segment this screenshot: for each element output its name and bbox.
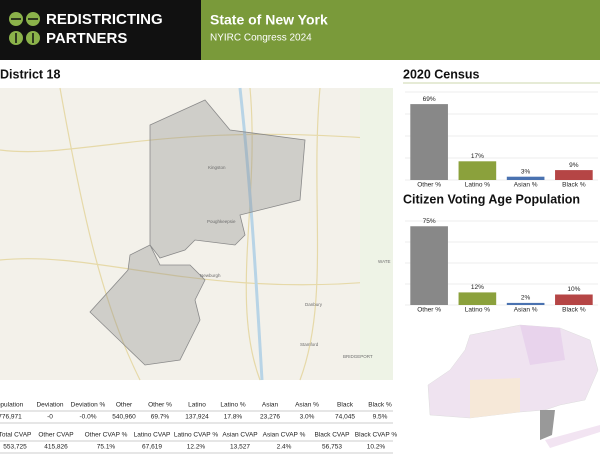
table-cell: -0 [47, 414, 53, 421]
logo-text: PARTNERS [46, 30, 127, 47]
map-label: Kingston [208, 165, 226, 170]
table-cell: 10.2% [367, 444, 386, 451]
table-header: Other CVAP [38, 432, 73, 439]
table-header: Black % [368, 402, 392, 409]
bar [410, 226, 448, 305]
table-cell: 137,924 [185, 414, 209, 421]
data-label: 9% [569, 162, 579, 169]
table-header: Deviation [36, 402, 63, 409]
table-cell: 2.4% [277, 444, 292, 451]
table-header: Asian [262, 402, 279, 409]
logo-icon [9, 12, 40, 45]
bar [458, 161, 497, 180]
header-title: State of New York [210, 12, 328, 28]
data-label: 75% [423, 218, 436, 225]
map-label: Danbury [305, 302, 323, 307]
data-label: 3% [521, 168, 531, 175]
table-cell: 17.8% [224, 414, 243, 421]
table-header: Other [116, 402, 133, 409]
x-tick-label: Other % [417, 307, 441, 314]
district-title: District 18 [0, 67, 60, 81]
table-header: Asian CVAP [222, 432, 257, 439]
table-cell: 74,045 [335, 414, 355, 421]
map-label: WATE [378, 259, 391, 264]
data-label: 69% [423, 96, 436, 103]
table-cell: 415,826 [44, 444, 68, 451]
table-header: Black CVAP [315, 432, 350, 439]
x-tick-label: Latino % [465, 307, 491, 314]
table-cell: 776,971 [0, 414, 22, 421]
table-header: Other CVAP % [85, 432, 128, 439]
table-cell: 3.0% [300, 414, 315, 421]
table-cell: 553,725 [3, 444, 27, 451]
table-cell: 67,619 [142, 444, 162, 451]
x-tick-label: Asian % [514, 182, 538, 189]
chart-title: Citizen Voting Age Population [403, 192, 580, 206]
table-header: Black CVAP % [355, 432, 398, 439]
x-tick-label: Asian % [514, 307, 538, 314]
table-header: Asian CVAP % [263, 432, 306, 439]
table-cell: 56,753 [322, 444, 342, 451]
logo-bg [0, 0, 201, 60]
table-cell: 9.5% [373, 414, 388, 421]
x-tick-label: Latino % [465, 182, 491, 189]
data-label: 10% [567, 286, 580, 293]
header-bg [201, 0, 600, 60]
logo-text: REDISTRICTING [46, 11, 163, 28]
table-header: Other % [148, 402, 172, 409]
x-tick-label: Other % [417, 182, 441, 189]
table-cell: 69.7% [151, 414, 170, 421]
table-header: Total CVAP [0, 432, 31, 439]
x-tick-label: Black % [562, 182, 586, 189]
chart-title: 2020 Census [403, 67, 479, 81]
bar [555, 294, 593, 305]
x-tick-label: Black % [562, 307, 586, 314]
map-label: BRIDGEPORT [343, 354, 373, 359]
table-cell: 540,960 [112, 414, 136, 421]
data-label: 2% [521, 295, 531, 302]
table-header: opulation [0, 402, 24, 409]
bar [506, 302, 545, 305]
table-header: Deviation % [71, 402, 106, 409]
table-header: Latino [188, 402, 206, 409]
state-map [405, 322, 600, 466]
table-cell: -0.0% [80, 414, 97, 421]
header-subtitle: NYIRC Congress 2024 [210, 33, 312, 44]
table-cell: 75.1% [97, 444, 116, 451]
table-cell: 12.2% [187, 444, 206, 451]
table-header: Latino CVAP % [174, 432, 218, 439]
data-label: 17% [471, 153, 484, 160]
district-map: Kingston Poughkeepsie Newburgh Danbury B… [0, 87, 394, 381]
map-label: Stamford [300, 342, 319, 347]
table-cell: 13,527 [230, 444, 250, 451]
table-header: Latino CVAP [134, 432, 171, 439]
data-label: 12% [471, 284, 484, 291]
table-cell: 23,276 [260, 414, 280, 421]
bar [506, 176, 545, 180]
bar [555, 170, 593, 180]
table-header: Black [337, 402, 354, 409]
map-label: Newburgh [200, 273, 221, 278]
bar [410, 104, 448, 180]
bar [458, 292, 497, 305]
table-header: Asian % [295, 402, 319, 409]
table-header: Latino % [220, 402, 246, 409]
map-label: Poughkeepsie [207, 219, 236, 224]
